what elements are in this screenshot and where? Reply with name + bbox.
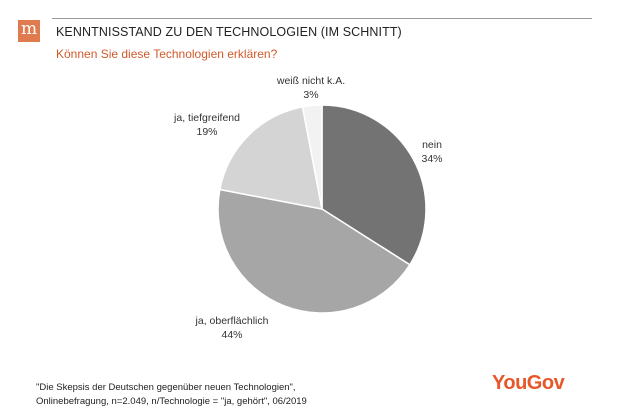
- source-line-2: Onlinebefragung, n=2.049, n/Technologie …: [36, 396, 307, 407]
- slice-label: nein: [422, 139, 442, 151]
- slice-value-label: 34%: [421, 153, 442, 165]
- slice-label: weiß nicht k.A.: [276, 75, 345, 87]
- slice-label: ja, oberflächlich: [195, 315, 269, 327]
- slice-label: ja, tiefgreifend: [173, 112, 240, 124]
- slice-value-label: 19%: [196, 126, 217, 138]
- yougov-logo: YouGov: [492, 372, 565, 394]
- source-note: "Die Skepsis der Deutschen gegenüber neu…: [36, 381, 307, 409]
- pie-slice-wei-nicht-k-a-: [301, 104, 323, 210]
- brand-logo-icon: m: [18, 20, 40, 42]
- chart-title: KENNTNISSTAND ZU DEN TECHNOLOGIEN (IM SC…: [56, 25, 402, 39]
- slice-value-label: 3%: [303, 89, 318, 101]
- chart-subtitle: Können Sie diese Technologien erklären?: [56, 47, 278, 61]
- pie-slice-ja-oberfl-chlich: [217, 188, 411, 314]
- pie-slice-ja-tiefgreifend: [218, 105, 323, 210]
- source-line-1: "Die Skepsis der Deutschen gegenüber neu…: [36, 382, 296, 393]
- header-rule: [52, 18, 592, 19]
- slice-value-label: 44%: [221, 329, 242, 341]
